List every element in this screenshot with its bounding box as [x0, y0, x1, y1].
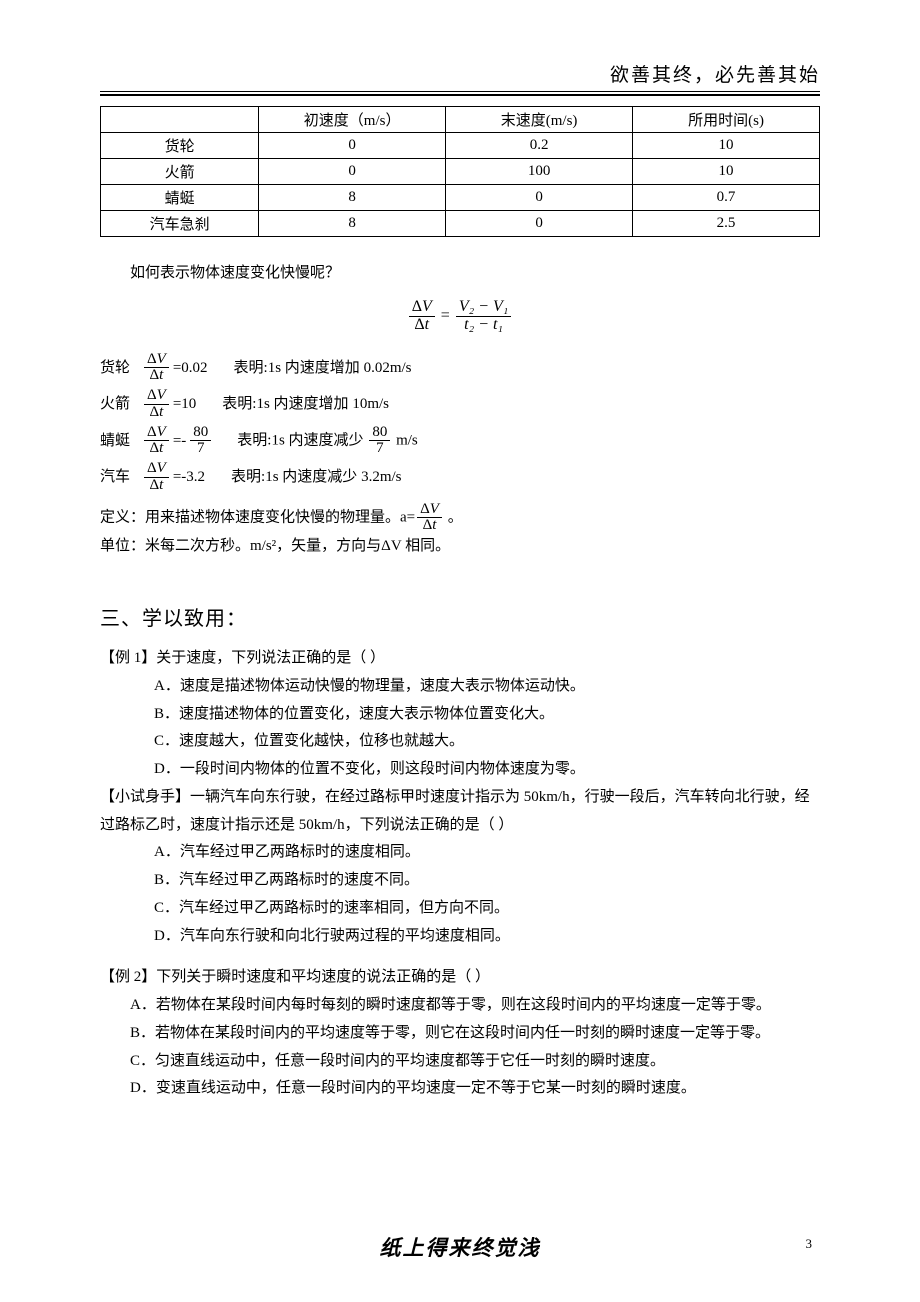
cell: 8: [259, 185, 446, 211]
calc-row: 蜻蜓 ΔVΔt =- 807 表明:1s 内速度减少 807 m/s: [100, 425, 820, 458]
rule-thin: [100, 91, 820, 92]
calc-label: 货轮: [100, 356, 142, 380]
ex2-stem: 【例 2】下列关于瞬时速度和平均速度的说法正确的是（ ）: [100, 964, 820, 992]
ex2-opt: A．若物体在某段时间内每时每刻的瞬时速度都等于零，则在这段时间内的平均速度一定等…: [100, 992, 820, 1020]
ex1-opt: B．速度描述物体的位置变化，速度大表示物体位置变化大。: [100, 701, 820, 729]
calc-frac-den: 7: [190, 441, 211, 457]
calc-expl-value: m/s: [392, 432, 417, 448]
velocity-table: 初速度（m/s） 末速度(m/s) 所用时间(s) 货轮 0 0.2 10 火箭…: [100, 106, 820, 237]
tryit-stem: 【小试身手】一辆汽车向东行驶，在经过路标甲时速度计指示为 50km/h，行驶一段…: [100, 784, 820, 840]
calc-expl-value: 10m/s: [352, 396, 389, 412]
calc-expl-prefix: 表明:1s 内速度减少: [237, 432, 367, 448]
cell: 0: [446, 185, 633, 211]
table-header-row: 初速度（m/s） 末速度(m/s) 所用时间(s): [101, 107, 820, 133]
calc-label: 汽车: [100, 465, 142, 489]
table-row: 火箭 0 100 10: [101, 159, 820, 185]
ex1-opt: D．一段时间内物体的位置不变化，则这段时间内物体速度为零。: [100, 756, 820, 784]
cell: 10: [633, 133, 820, 159]
table-row: 货轮 0 0.2 10: [101, 133, 820, 159]
calc-expl-value: 3.2m/s: [361, 469, 401, 485]
calc-expl-value: 0.02m/s: [364, 360, 412, 376]
page: 欲善其终，必先善其始 初速度（m/s） 末速度(m/s) 所用时间(s) 货轮 …: [0, 0, 920, 1302]
cell: 0.2: [446, 133, 633, 159]
eq-rhs-num: V₂ − V₁: [456, 299, 511, 317]
header-motto: 欲善其终，必先善其始: [100, 60, 820, 87]
tryit-opt: C．汽车经过甲乙两路标时的速率相同，但方向不同。: [100, 895, 820, 923]
ex2-opt: D．变速直线运动中，任意一段时间内的平均速度一定不等于它某一时刻的瞬时速度。: [100, 1075, 820, 1103]
cell: 0: [259, 159, 446, 185]
calc-label: 蜻蜓: [100, 429, 142, 453]
calc-row: 火箭 ΔVΔt =10 表明:1s 内速度增加 10m/s: [100, 388, 820, 421]
page-number: 3: [806, 1236, 813, 1252]
calc-expl-prefix: 表明:1s 内速度减少: [231, 469, 361, 485]
unit-line: 单位：米每二次方秒。m/s²，矢量，方向与ΔV 相同。: [100, 534, 820, 558]
cell: 8: [259, 211, 446, 237]
cell: 0: [259, 133, 446, 159]
ex1-opt: A．速度是描述物体运动快慢的物理量，速度大表示物体运动快。: [100, 673, 820, 701]
cell: 0: [446, 211, 633, 237]
calc-value: =-: [173, 429, 186, 453]
cell: 汽车急刹: [101, 211, 259, 237]
table-row: 蜻蜓 8 0 0.7: [101, 185, 820, 211]
definition-prefix: 定义：用来描述物体速度变化快慢的物理量。a=: [100, 509, 415, 525]
tryit-opt: D．汽车向东行驶和向北行驶两过程的平均速度相同。: [100, 923, 820, 951]
th-v1: 末速度(m/s): [446, 107, 633, 133]
footer-motto: 纸上得来终觉浅: [380, 1236, 541, 1260]
tryit-opt: B．汽车经过甲乙两路标时的速度不同。: [100, 867, 820, 895]
calc-row: 货轮 ΔVΔt =0.02 表明:1s 内速度增加 0.02m/s: [100, 352, 820, 385]
section3-heading: 三、学以致用：: [100, 602, 820, 631]
table-row: 汽车急刹 8 0 2.5: [101, 211, 820, 237]
eq-rhs-den: t₂ − t₁: [456, 317, 511, 334]
lead-question: 如何表示物体速度变化快慢呢？: [100, 261, 820, 285]
th-v0: 初速度（m/s）: [259, 107, 446, 133]
calc-value: =10: [173, 392, 196, 416]
cell: 0.7: [633, 185, 820, 211]
ex2-opt: C．匀速直线运动中，任意一段时间内的平均速度都等于它任一时刻的瞬时速度。: [100, 1048, 820, 1076]
cell: 蜻蜓: [101, 185, 259, 211]
cell: 货轮: [101, 133, 259, 159]
rule-thick: [100, 94, 820, 96]
tryit-opt: A．汽车经过甲乙两路标时的速度相同。: [100, 839, 820, 867]
calc-label: 火箭: [100, 392, 142, 416]
th-blank: [101, 107, 259, 133]
ex1-stem: 【例 1】关于速度，下列说法正确的是（ ）: [100, 645, 820, 673]
ex1-opt: C．速度越大，位置变化越快，位移也就越大。: [100, 728, 820, 756]
cell: 10: [633, 159, 820, 185]
calc-frac-num: 80: [190, 425, 211, 442]
footer: 纸上得来终觉浅: [0, 1232, 920, 1262]
main-equation: ΔVΔt = V₂ − V₁t₂ − t₁: [100, 299, 820, 334]
calc-value: =-3.2: [173, 465, 205, 489]
cell: 100: [446, 159, 633, 185]
ex2-opt: B．若物体在某段时间内的平均速度等于零，则它在这段时间内任一时刻的瞬时速度一定等…: [100, 1020, 820, 1048]
calc-value: =0.02: [173, 356, 208, 380]
th-t: 所用时间(s): [633, 107, 820, 133]
cell: 2.5: [633, 211, 820, 237]
definition-line: 定义：用来描述物体速度变化快慢的物理量。a=ΔVΔt 。: [100, 502, 820, 535]
calc-row: 汽车 ΔVΔt =-3.2 表明:1s 内速度减少 3.2m/s: [100, 461, 820, 494]
calc-expl-prefix: 表明:1s 内速度增加: [222, 396, 352, 412]
cell: 火箭: [101, 159, 259, 185]
calc-expl-prefix: 表明:1s 内速度增加: [234, 360, 364, 376]
definition-suffix: 。: [444, 509, 463, 525]
